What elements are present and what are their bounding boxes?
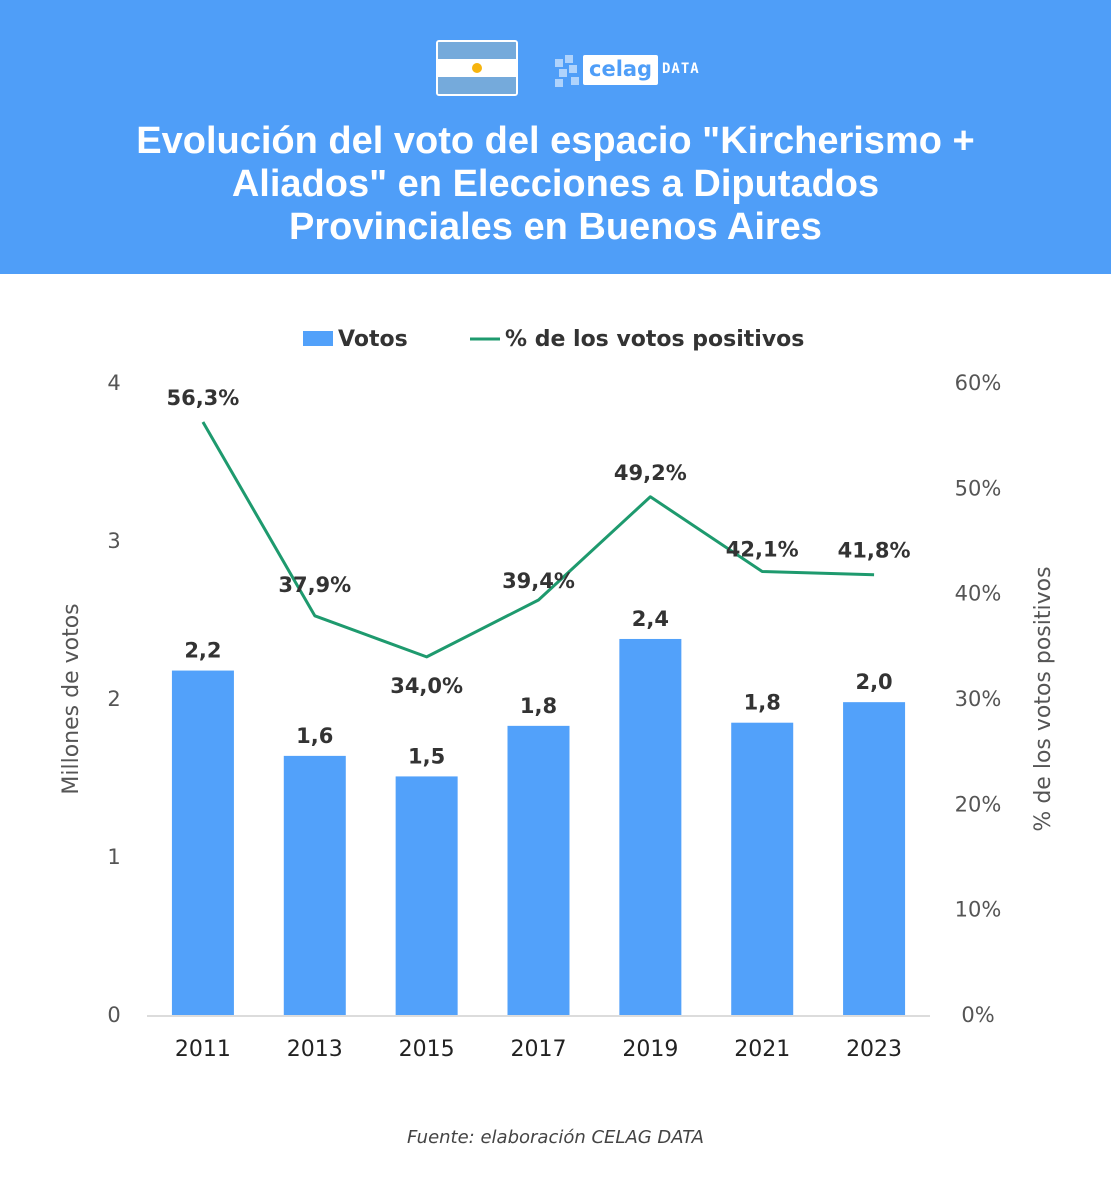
logo-word: celag bbox=[583, 55, 659, 85]
bar-data-label: 1,8 bbox=[520, 694, 557, 718]
right-axis-tick-label: 20% bbox=[955, 792, 1002, 816]
combo-chart: Votos% de los votos positivos012340%10%2… bbox=[59, 327, 1056, 1062]
right-axis-tick-label: 50% bbox=[955, 476, 1002, 500]
bar-votos bbox=[283, 755, 346, 1015]
argentina-flag-icon bbox=[436, 40, 518, 96]
x-axis-tick-label: 2011 bbox=[175, 1037, 231, 1062]
bar-data-label: 1,5 bbox=[408, 744, 445, 768]
right-axis-tick-label: 40% bbox=[955, 582, 1002, 606]
legend-label-votos: Votos bbox=[338, 327, 408, 352]
x-axis-tick-label: 2013 bbox=[287, 1037, 343, 1062]
bar-votos bbox=[731, 722, 794, 1015]
line-data-label: 42,1% bbox=[726, 538, 799, 562]
bar-data-label: 2,2 bbox=[184, 639, 221, 663]
right-axis-tick-label: 60% bbox=[955, 371, 1002, 395]
bar-data-label: 1,6 bbox=[296, 724, 333, 748]
legend-swatch-votos bbox=[303, 331, 333, 346]
x-axis-tick-label: 2017 bbox=[511, 1037, 567, 1062]
x-axis-tick-label: 2023 bbox=[846, 1037, 902, 1062]
bar-votos bbox=[619, 638, 682, 1015]
left-axis-tick-label: 1 bbox=[107, 845, 120, 869]
bar-data-label: 2,4 bbox=[632, 607, 669, 631]
x-axis-tick-label: 2015 bbox=[399, 1037, 455, 1062]
bar-data-label: 1,8 bbox=[744, 691, 781, 715]
x-axis-tick-label: 2019 bbox=[622, 1037, 678, 1062]
line-data-label: 56,3% bbox=[166, 386, 239, 410]
left-axis-tick-label: 3 bbox=[107, 529, 120, 553]
line-data-label: 37,9% bbox=[278, 573, 351, 597]
x-axis-tick-label: 2021 bbox=[734, 1037, 790, 1062]
right-axis-tick-label: 10% bbox=[955, 898, 1002, 922]
logo-suffix: DATA bbox=[662, 61, 700, 77]
header-banner: celag DATA Evolución del voto del espaci… bbox=[0, 0, 1111, 274]
left-axis-tick-label: 0 bbox=[107, 1003, 120, 1027]
legend-label-pct: % de los votos positivos bbox=[505, 327, 804, 352]
right-axis-tick-label: 0% bbox=[961, 1003, 994, 1027]
celag-data-logo: celag DATA bbox=[555, 55, 715, 89]
left-axis-tick-label: 2 bbox=[107, 687, 120, 711]
bar-votos bbox=[507, 725, 570, 1015]
left-axis-tick-label: 4 bbox=[107, 371, 120, 395]
bar-votos bbox=[843, 702, 906, 1015]
chart-title: Evolución del voto del espacio "Kircheri… bbox=[136, 120, 975, 248]
line-data-label: 34,0% bbox=[390, 674, 463, 698]
source-note: Fuente: elaboración CELAG DATA bbox=[407, 1127, 704, 1148]
bar-votos bbox=[395, 776, 458, 1015]
right-axis-title: % de los votos positivos bbox=[1031, 566, 1056, 831]
left-axis-title: Millones de votos bbox=[59, 603, 84, 794]
line-pct-series bbox=[201, 421, 875, 659]
line-data-label: 49,2% bbox=[614, 461, 687, 485]
bar-data-label: 2,0 bbox=[855, 670, 892, 694]
right-axis-tick-label: 30% bbox=[955, 687, 1002, 711]
line-data-label: 41,8% bbox=[838, 539, 911, 563]
line-data-label: 39,4% bbox=[502, 569, 575, 593]
bar-votos bbox=[171, 670, 234, 1015]
